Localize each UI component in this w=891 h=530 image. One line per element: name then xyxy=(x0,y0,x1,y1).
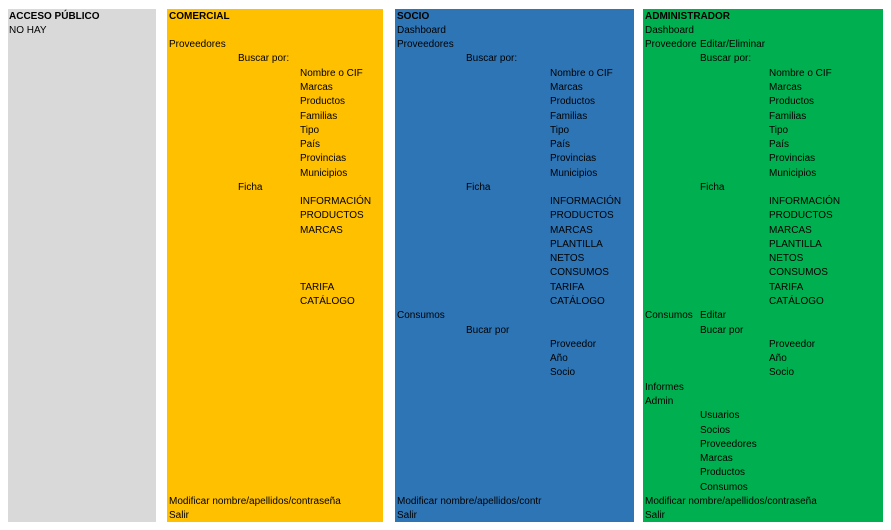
socio-proveedores: Proveedores xyxy=(397,39,454,50)
comercial-ficha-item: INFORMACIÓN xyxy=(300,196,372,207)
socio-ficha-item: NETOS xyxy=(550,253,585,264)
comercial-search-field: Marcas xyxy=(300,82,333,93)
admin-consumos: Consumos xyxy=(645,310,693,321)
admin-search-field: Familias xyxy=(769,111,807,122)
comercial-modificar: Modificar nombre/apellidos/contraseña xyxy=(169,496,341,507)
comercial-search-field: Municipios xyxy=(300,168,348,179)
comercial-search-field: Provincias xyxy=(300,153,347,164)
admin-search-field: Municipios xyxy=(769,168,817,179)
socio-buscar-por: Buscar por: xyxy=(466,53,518,64)
admin-search-field: Productos xyxy=(769,96,815,107)
comercial-search-field: Familias xyxy=(300,111,338,122)
admin-consumos-field: Año xyxy=(769,353,787,364)
socio-salir: Salir xyxy=(397,510,418,521)
socio-ficha-item: PLANTILLA xyxy=(550,239,603,250)
socio-consumos-field: Proveedor xyxy=(550,339,597,350)
socio-search-field: Marcas xyxy=(550,82,583,93)
admin-modificar: Modificar nombre/apellidos/contraseña xyxy=(645,496,817,507)
admin-admin-item: Productos xyxy=(700,467,746,478)
socio-bucar-por: Bucar por xyxy=(466,325,510,336)
comercial-ficha-item: TARIFA xyxy=(300,282,335,293)
comercial-proveedores: Proveedores xyxy=(169,39,226,50)
socio-ficha-item: CATÁLOGO xyxy=(550,296,605,307)
admin-dashboard: Dashboard xyxy=(645,25,694,36)
admin-admin-item: Marcas xyxy=(700,453,733,464)
administrador-column xyxy=(643,9,883,522)
admin-ficha-item: INFORMACIÓN xyxy=(769,196,841,207)
socio-consumos-field: Año xyxy=(550,353,568,364)
admin-informes: Informes xyxy=(645,382,684,393)
admin-ficha-item: MARCAS xyxy=(769,225,812,236)
admin-admin-item: Usuarios xyxy=(700,410,740,421)
comercial-search-field: Productos xyxy=(300,96,346,107)
socio-search-field: Productos xyxy=(550,96,596,107)
socio-consumos-field: Socio xyxy=(550,367,576,378)
socio-search-field: Nombre o CIF xyxy=(550,68,613,79)
comercial-ficha-item: CATÁLOGO xyxy=(300,296,355,307)
socio-ficha: Ficha xyxy=(466,182,491,193)
comercial-search-field: Tipo xyxy=(300,125,320,136)
admin-search-field: Tipo xyxy=(769,125,789,136)
admin-editar: Editar xyxy=(700,310,727,321)
admin-ficha-item: NETOS xyxy=(769,253,804,264)
socio-search-field: Provincias xyxy=(550,153,597,164)
admin-admin-item: Consumos xyxy=(700,482,748,493)
admin-buscar-por: Buscar por: xyxy=(700,53,752,64)
comercial-search-field: Nombre o CIF xyxy=(300,68,363,79)
comercial-search-field: País xyxy=(300,139,321,150)
admin-editar-eliminar: Editar/Eliminar xyxy=(700,39,766,50)
comercial-column xyxy=(167,9,383,522)
admin-search-field: Nombre o CIF xyxy=(769,68,832,79)
admin-ficha-item: CONSUMOS xyxy=(769,267,828,278)
comercial-ficha-item: MARCAS xyxy=(300,225,343,236)
admin-consumos-field: Socio xyxy=(769,367,795,378)
socio-search-field: País xyxy=(550,139,571,150)
acceso-publico-header: ACCESO PÚBLICO xyxy=(9,11,100,22)
socio-search-field: Municipios xyxy=(550,168,598,179)
admin-admin-item: Proveedores xyxy=(700,439,757,450)
acceso-publico-column xyxy=(8,9,156,522)
admin-consumos-field: Proveedor xyxy=(769,339,816,350)
socio-consumos: Consumos xyxy=(397,310,445,321)
admin-search-field: Provincias xyxy=(769,153,816,164)
comercial-header: COMERCIAL xyxy=(169,11,230,22)
admin-search-field: Marcas xyxy=(769,82,802,93)
admin-ficha-item: PRODUCTOS xyxy=(769,210,833,221)
socio-ficha-item: CONSUMOS xyxy=(550,267,609,278)
socio-modificar: Modificar nombre/apellidos/contr xyxy=(397,496,542,507)
admin-buscar-por-2: Bucar por xyxy=(700,325,744,336)
socio-search-field: Familias xyxy=(550,111,588,122)
comercial-ficha-item: PRODUCTOS xyxy=(300,210,364,221)
admin-admin-label: Admin xyxy=(645,396,674,407)
socio-header: SOCIO xyxy=(397,11,430,22)
comercial-buscar-por: Buscar por: xyxy=(238,53,290,64)
admin-ficha-item: CATÁLOGO xyxy=(769,296,824,307)
socio-search-field: Tipo xyxy=(550,125,570,136)
socio-ficha-item: MARCAS xyxy=(550,225,593,236)
socio-ficha-item: TARIFA xyxy=(550,282,585,293)
admin-admin-item: Socios xyxy=(700,425,731,436)
admin-proveedores: Proveedore xyxy=(645,39,697,50)
socio-ficha-item: PRODUCTOS xyxy=(550,210,614,221)
socio-column xyxy=(395,9,634,522)
admin-ficha-item: TARIFA xyxy=(769,282,804,293)
administrador-header: ADMINISTRADOR xyxy=(645,11,730,22)
comercial-ficha: Ficha xyxy=(238,182,263,193)
comercial-salir: Salir xyxy=(169,510,190,521)
socio-dashboard: Dashboard xyxy=(397,25,446,36)
admin-ficha: Ficha xyxy=(700,182,725,193)
acceso-publico-value: NO HAY xyxy=(9,25,47,36)
socio-ficha-item: INFORMACIÓN xyxy=(550,196,622,207)
admin-search-field: País xyxy=(769,139,790,150)
admin-salir: Salir xyxy=(645,510,666,521)
admin-ficha-item: PLANTILLA xyxy=(769,239,822,250)
